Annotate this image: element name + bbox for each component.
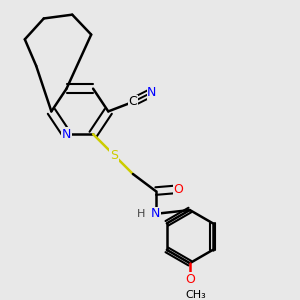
Text: O: O [185,273,195,286]
Text: N: N [151,207,160,220]
Text: C: C [129,95,137,108]
Text: N: N [62,128,71,141]
Text: S: S [110,148,118,161]
Text: H: H [137,209,146,219]
Text: O: O [173,183,183,196]
Text: CH₃: CH₃ [185,290,206,300]
Text: N: N [147,86,157,99]
